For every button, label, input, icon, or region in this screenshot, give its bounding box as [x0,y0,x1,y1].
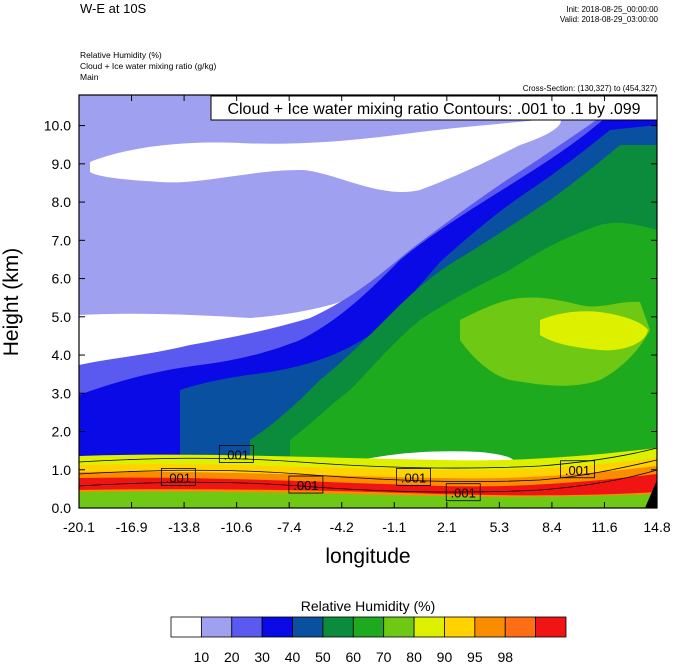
contour-line [78,469,658,493]
x-tick-label: -10.6 [221,519,253,535]
colorbar: 10 20 30 40 50 60 70 80 90 95 98 [170,616,567,665]
colorbar-swatch [261,616,293,638]
colorbar-label: 90 [437,649,453,665]
colorbar-label: 10 [194,649,210,665]
contour-label: .001 [565,463,590,478]
colorbar-swatch [535,616,567,638]
colorbar-swatch [444,616,476,638]
contour-labels: .001 .001 .001 .001 .001 .001 [78,445,658,502]
contour-label: .001 [224,447,249,462]
y-tick-label: 9.0 [52,156,72,172]
x-axis-title: longitude [325,545,410,568]
colorbar-swatch [413,616,445,638]
contour-line [78,459,658,482]
x-tick-label: 14.8 [643,519,670,535]
y-tick-label: 8.0 [52,194,72,210]
contour-label: .001 [166,470,191,485]
colorbar-swatch [322,616,354,638]
contour-label-box [160,468,196,486]
y-tick-label: 2.0 [52,424,72,440]
contour-info-box [210,95,658,121]
x-tick-label: -13.8 [168,519,200,535]
contour-label-box [288,475,324,494]
y-tick-label: 4.0 [52,347,72,363]
x-tick-label: 8.4 [542,519,562,535]
contour-label: .001 [293,478,318,493]
colorbar-label: 70 [376,649,392,665]
colorbar-label: 95 [467,649,483,665]
y-axis: 0.0 1.0 2.0 3.0 4.0 5.0 6.0 7.0 8.0 9.0 10.0 [44,118,657,516]
colorbar-label: 60 [346,649,362,665]
x-tick-label: -1.1 [382,519,406,535]
x-tick-label: -16.9 [116,519,148,535]
colorbar-swatch [292,616,324,638]
x-axis: -20.1 -16.9 -13.8 -10.6 -7.4 -4.2 -1.1 2.1 5.3 8.… [63,95,671,535]
colorbar-swatch [170,616,202,638]
rh-band-surface-98-100 [79,474,657,496]
colorbar-swatch [504,616,537,638]
contour-label-box [396,468,431,486]
contour-label-box [560,460,595,479]
colorbar-label: 40 [285,649,301,665]
contour-label-box [445,483,481,502]
y-tick-label: 5.0 [52,309,72,325]
field-label-main: Main [80,72,99,82]
colorbar-title: Relative Humidity (%) [301,598,436,614]
x-tick-label: -7.4 [277,519,301,535]
rh-band-near-ground [79,491,657,508]
y-tick-label: 0.0 [52,500,72,516]
y-axis-title: Height (km) [0,248,23,357]
colorbar-label: 80 [406,649,422,665]
rh-field [79,95,657,508]
colorbar-swatch [383,616,415,638]
x-tick-label: -4.2 [330,519,354,535]
colorbar-label: 30 [254,649,270,665]
y-tick-label: 6.0 [52,271,72,287]
figure-title: W-E at 10S [80,1,147,16]
colorbar-swatch [200,616,233,638]
x-tick-label: 11.6 [591,519,617,535]
contour-label: .001 [401,470,426,485]
valid-time: Valid: 2018-08-29_03:00:00 [560,15,659,24]
colorbar-label: 98 [497,649,513,665]
terrain [645,480,657,508]
x-tick-label: -20.1 [63,519,95,535]
colorbar-swatch [474,616,506,638]
field-label-cloud: Cloud + Ice water mixing ratio (g/kg) [80,61,216,71]
x-tick-label: 2.1 [437,519,457,535]
colorbar-label: 50 [315,649,331,665]
rh-band-60-70 [290,222,657,508]
colorbar-label: 20 [224,649,240,665]
field-label-rh: Relative Humidity (%) [80,50,162,60]
colorbar-swatch [352,616,385,638]
rh-band-below-10-upper [90,118,561,193]
y-tick-label: 1.0 [52,462,72,478]
colorbar-swatch [231,616,263,638]
contour-info-text: Cloud + Ice water mixing ratio Contours:… [227,101,640,118]
x-tick-label: 5.3 [490,519,510,535]
cross-section-label: Cross-Section: (130,327) to (454,327) [523,84,658,93]
rh-band-80-90 [540,311,648,351]
init-time: Init: 2018-08-25_00:00:00 [566,5,658,14]
y-tick-label: 7.0 [52,232,72,248]
y-tick-label: 10.0 [44,118,71,134]
contour-label: .001 [451,486,476,501]
y-tick-label: 3.0 [52,385,72,401]
contour-label-box [218,445,254,463]
plot-frame [78,94,658,509]
